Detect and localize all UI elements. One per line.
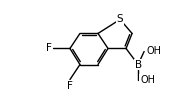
Text: OH: OH xyxy=(146,46,161,57)
Text: F: F xyxy=(67,81,73,91)
Text: F: F xyxy=(46,43,52,53)
Text: S: S xyxy=(117,14,123,24)
Text: B: B xyxy=(134,60,142,70)
Text: OH: OH xyxy=(140,75,155,85)
